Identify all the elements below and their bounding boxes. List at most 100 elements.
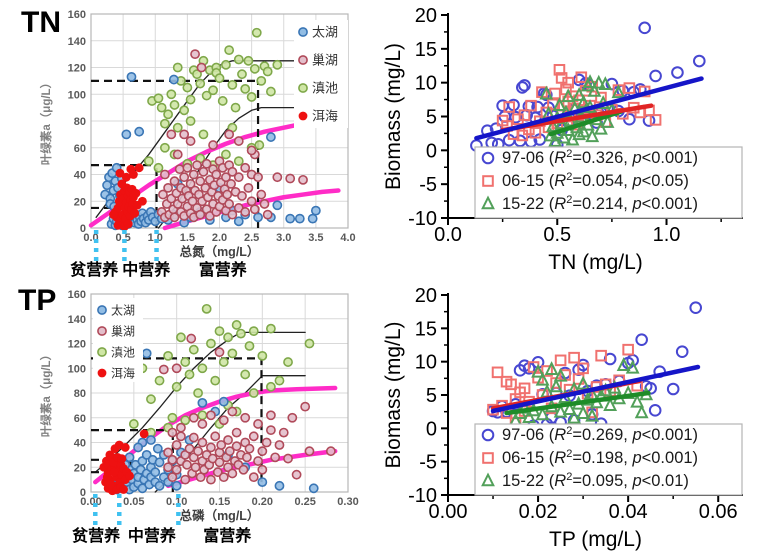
legend-entry-p1522: 15-22 (R2=0.214, p<0.001) (502, 194, 698, 213)
svg-text:4.0: 4.0 (340, 232, 355, 244)
svg-text:80: 80 (74, 388, 86, 400)
svg-text:0: 0 (80, 487, 86, 499)
svg-text:80: 80 (74, 116, 86, 128)
svg-text:0.30: 0.30 (337, 496, 358, 508)
svg-text:160: 160 (68, 9, 86, 21)
legend-label-chaohu: 巢湖 (111, 324, 135, 339)
legend-label-erhai: 洱海 (111, 366, 135, 381)
x-axis-title: TP (mg/L) (549, 528, 642, 551)
svg-text:60: 60 (74, 413, 86, 425)
svg-text:1.5: 1.5 (180, 232, 195, 244)
svg-text:0.5: 0.5 (115, 232, 130, 244)
x-axis-title: TN (mg/L) (548, 251, 643, 274)
series-erhai (109, 163, 147, 232)
svg-text:0: 0 (426, 418, 437, 440)
svg-text:20: 20 (415, 285, 437, 307)
svg-text:3.0: 3.0 (276, 232, 291, 244)
svg-text:-5: -5 (419, 452, 437, 474)
plot-frame (90, 293, 349, 493)
svg-text:3.5: 3.5 (308, 232, 323, 244)
svg-text:2.5: 2.5 (244, 232, 259, 244)
legend-label-taihu: 太湖 (312, 25, 338, 40)
legend-label-erhai: 洱海 (312, 109, 338, 124)
svg-text:-10: -10 (408, 208, 437, 230)
series-erhai (99, 429, 149, 496)
svg-text:0.06: 0.06 (699, 501, 738, 523)
svg-text:20: 20 (74, 462, 86, 474)
plot-tn_biomass: -10 -5 0 5 10 15 20 0.0 0.5 1.0 97-06 (R2=0.326, p… (382, 5, 743, 274)
trophic-label-eutrophic: 富营养 (199, 260, 248, 279)
legend: 97-06 (R2=0.326, p<0.001) 06-15 (R2=0.054… (474, 146, 743, 219)
svg-text:20: 20 (74, 196, 86, 208)
chart-tn-chlorophyll: 太湖 巢湖 滇池 洱海 0.0 0.5 1.0 1.5 2.0 2.5 3.0 3.5 4.0 0 20 40… (0, 0, 380, 280)
svg-text:100: 100 (68, 363, 86, 375)
svg-text:0.25: 0.25 (294, 496, 315, 508)
axis-labels: 0.00 0.05 0.10 0.15 0.20 0.25 0.30020406080100… (68, 289, 359, 508)
trophic-label-mesotrophic: 中营养 (122, 260, 171, 279)
svg-text:120: 120 (68, 339, 86, 351)
legend-label-dianchi: 滇池 (312, 81, 338, 96)
svg-text:15: 15 (415, 39, 437, 61)
svg-text:-10: -10 (408, 485, 437, 507)
legend-label-chaohu: 巢湖 (312, 53, 338, 68)
svg-text:10: 10 (415, 352, 437, 374)
y-axis-title: 叶绿素a（μg/L） (39, 349, 53, 437)
svg-text:0.20: 0.20 (252, 496, 273, 508)
trophic-annotations: 贫营养 中营养 富营养 (70, 230, 248, 279)
svg-text:10: 10 (415, 73, 437, 95)
y-axis-title: 叶绿素a（μg/L） (39, 77, 53, 165)
plot-tp_biomass: -10 -5 0 5 10 15 20 0.00 0.02 0.04 0.06 97-06 (R2=0… (382, 285, 743, 551)
svg-text:5: 5 (426, 385, 437, 407)
legend-entry-p0615: 06-15 (R2=0.198, p<0.001) (502, 448, 698, 467)
svg-text:5: 5 (426, 107, 437, 129)
svg-text:40: 40 (74, 438, 86, 450)
svg-text:140: 140 (68, 36, 86, 48)
series-chaohu (156, 47, 316, 223)
svg-text:1.0: 1.0 (148, 232, 163, 244)
svg-text:160: 160 (68, 289, 86, 301)
svg-text:0.05: 0.05 (123, 496, 144, 508)
legend-entry-p0615: 06-15 (R2=0.054, p<0.05) (502, 171, 689, 190)
svg-text:40: 40 (74, 170, 86, 182)
svg-text:0: 0 (80, 223, 86, 235)
svg-text:-5: -5 (419, 174, 437, 196)
legend-entry-p9706: 97-06 (R2=0.326, p<0.001) (502, 148, 698, 167)
svg-text:100: 100 (68, 89, 86, 101)
trophic-label-oligotrophic: 贫营养 (72, 526, 121, 545)
chart-tp-biomass: -10 -5 0 5 10 15 20 0.00 0.02 0.04 0.06 97-06 (R2=0… (380, 280, 757, 560)
svg-text:0.10: 0.10 (166, 496, 187, 508)
svg-text:0.5: 0.5 (543, 224, 571, 246)
legend-label-taihu: 太湖 (111, 303, 135, 318)
trend-line-p1522 (548, 109, 623, 137)
svg-text:60: 60 (74, 143, 86, 155)
trophic-annotations: 贫营养 中营养 富营养 (72, 494, 252, 545)
legend-label-dianchi: 滇池 (111, 346, 135, 360)
chart-tn-biomass: -10 -5 0 5 10 15 20 0.0 0.5 1.0 97-06 (R2=0.326, p… (380, 0, 757, 280)
x-axis-title: 总磷（mg/L） (180, 508, 260, 523)
series-chaohu (158, 333, 336, 485)
trophic-label-oligotrophic: 贫营养 (70, 260, 119, 279)
svg-text:20: 20 (415, 5, 437, 27)
svg-text:140: 140 (68, 314, 86, 326)
chart-tp-chlorophyll: 太湖 巢湖 滇池 洱海 0.00 0.05 0.10 0.15 0.20 0.25 0.30 0 20 4… (0, 280, 380, 560)
panel-label-tn: TN (21, 6, 61, 39)
trend-line-p9706 (474, 76, 704, 141)
y-axis-title: Biomass (mg/L) (382, 43, 405, 190)
axis-labels: 0.0 0.5 1.0 1.5 2.0 2.5 3.0 3.5 4.00204060801001… (68, 9, 356, 244)
legend-entry-p9706: 97-06 (R2=0.269, p<0.001) (502, 425, 698, 444)
legend-entry-p1522: 15-22 (R2=0.095, p<0.01) (502, 471, 689, 490)
axes: -10 -5 0 5 10 15 20 0.00 0.02 0.04 0.06 (408, 285, 743, 523)
svg-text:15: 15 (415, 318, 437, 340)
svg-text:2.0: 2.0 (212, 232, 227, 244)
svg-text:120: 120 (68, 63, 86, 75)
trend-line-p9706 (490, 364, 701, 414)
y-axis-title: Biomass (mg/L) (382, 321, 405, 468)
svg-text:0.0: 0.0 (434, 224, 462, 246)
panel-label-tp: TP (18, 284, 57, 317)
svg-text:0: 0 (426, 140, 437, 162)
trophic-label-mesotrophic: 中营养 (128, 526, 177, 545)
